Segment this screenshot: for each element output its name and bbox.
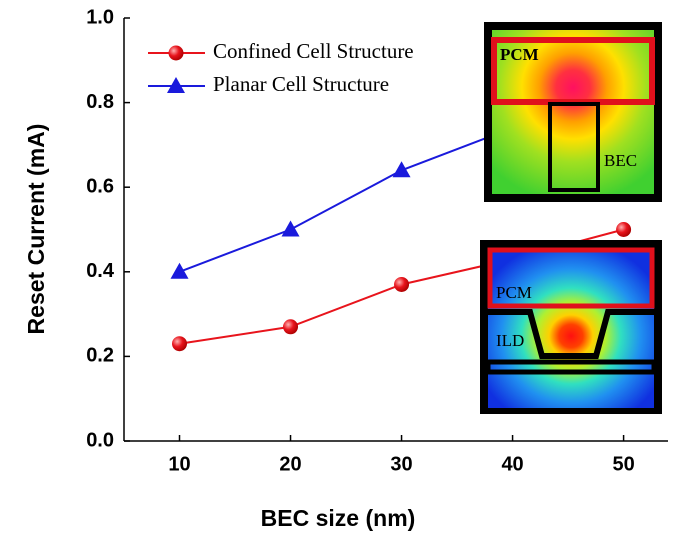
x-tick-label: 50 bbox=[612, 453, 634, 475]
x-tick-label: 20 bbox=[279, 453, 301, 475]
y-tick-label: 0.8 bbox=[86, 91, 114, 113]
point bbox=[283, 319, 299, 335]
inset-label: ILD bbox=[496, 331, 524, 350]
y-tick-label: 0.0 bbox=[86, 429, 114, 451]
point bbox=[616, 222, 632, 237]
inset-bec-line bbox=[485, 359, 657, 375]
inset-label: PCM bbox=[500, 45, 539, 64]
x-axis-label: BEC size (nm) bbox=[261, 505, 416, 531]
point bbox=[170, 262, 189, 279]
point bbox=[394, 276, 410, 292]
y-tick-label: 1.0 bbox=[86, 6, 114, 28]
y-axis-label: Reset Current (mA) bbox=[23, 124, 49, 335]
inset-pcm-box bbox=[487, 247, 655, 309]
inset-planar: PCM ILD bbox=[480, 240, 662, 414]
legend: Confined Cell Structure Planar Cell Struc… bbox=[148, 39, 414, 96]
point bbox=[172, 336, 188, 352]
point bbox=[281, 220, 300, 237]
inset-label: BEC bbox=[604, 151, 637, 170]
y-tick-label: 0.6 bbox=[86, 175, 114, 197]
y-tick-label: 0.4 bbox=[86, 260, 115, 282]
y-tick-label: 0.2 bbox=[86, 345, 114, 367]
x-tick-label: 30 bbox=[390, 453, 412, 475]
x-tick-label: 10 bbox=[168, 453, 190, 475]
inset-field bbox=[488, 248, 654, 408]
inset-field bbox=[492, 30, 654, 194]
legend-marker bbox=[167, 77, 185, 93]
legend-label: Planar Cell Structure bbox=[213, 72, 389, 96]
point bbox=[392, 161, 411, 178]
inset-confined: PCM BEC bbox=[484, 22, 662, 202]
inset-label: PCM bbox=[496, 283, 532, 302]
inset-ild-line bbox=[488, 309, 654, 359]
legend-label: Confined Cell Structure bbox=[213, 39, 414, 63]
legend-marker bbox=[168, 45, 184, 61]
inset-bec-box bbox=[548, 102, 600, 192]
x-tick-label: 40 bbox=[501, 453, 523, 475]
